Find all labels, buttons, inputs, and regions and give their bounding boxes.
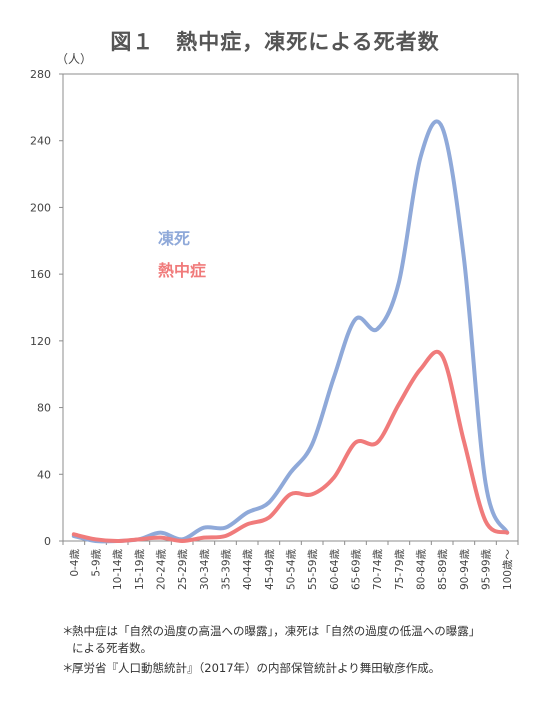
x-tick-label: 30-34歳 <box>199 549 211 591</box>
x-tick-label: 75-79歳 <box>394 549 406 591</box>
x-tick-label: 90-94歳 <box>459 549 471 591</box>
footnote-2: 厚労省『人口動態統計』（2017年）の内部保管統計より舞田敏彦作成。 <box>72 661 441 675</box>
plot-area-frame <box>62 73 519 542</box>
series-line-frostbite <box>71 119 510 544</box>
y-tick-label: 120 <box>30 335 51 348</box>
legend-label-frostbite: 凍死 <box>158 229 191 248</box>
y-axis-unit-label: （人） <box>56 52 93 66</box>
x-tick-label: 15-19歳 <box>134 549 146 591</box>
y-tick-label: 40 <box>37 468 51 481</box>
x-tick-label: 65-69歳 <box>351 549 363 591</box>
x-tick-label: 40-44歳 <box>242 549 254 591</box>
x-tick-label: 25-29歳 <box>177 549 189 591</box>
y-tick-label: 0 <box>44 535 51 548</box>
x-tick-label: 0-4歳 <box>69 549 81 577</box>
x-tick-label: 100歳～ <box>502 549 514 591</box>
note-marker: ＊ <box>62 661 74 675</box>
x-tick-label: 85-89歳 <box>437 549 449 591</box>
footnote-1: 熱中症は「自然の過度の高温への曝露」，凍死は「自然の過度の低温への曝露」 <box>72 624 481 638</box>
note-marker: ＊ <box>62 624 74 638</box>
x-tick-label: 70-74歳 <box>372 549 384 591</box>
x-tick-label: 45-49歳 <box>264 549 276 591</box>
x-tick-label: 60-64歳 <box>329 549 341 591</box>
legend-label-heatstroke: 熱中症 <box>158 261 207 280</box>
x-tick-label: 80-84歳 <box>416 549 428 591</box>
line-chart: 0 40 80 120 160 200 240 280 0-4歳 5-9歳 10-14歳 15-19歳… <box>30 68 519 591</box>
y-tick-label: 240 <box>30 135 51 148</box>
x-tick-label: 95-99歳 <box>481 549 493 591</box>
x-tick-label: 20-24歳 <box>156 549 168 591</box>
y-tick-label: 280 <box>30 68 51 81</box>
chart-title: 図１ 熱中症，凍死による死者数 <box>110 30 440 54</box>
y-tick-label: 80 <box>37 402 51 415</box>
x-tick-label: 55-59歳 <box>307 549 319 591</box>
x-tick-label: 35-39歳 <box>221 549 233 591</box>
y-tick-label: 200 <box>30 201 51 214</box>
x-tick-label: 5-9歳 <box>91 549 103 577</box>
y-tick-label: 160 <box>30 268 51 281</box>
series-line-heatstroke <box>71 349 510 543</box>
x-tick-label: 10-14歳 <box>112 549 124 591</box>
x-tick-label: 50-54歳 <box>286 549 298 591</box>
footnote-1-cont: による死者数。 <box>72 641 153 655</box>
